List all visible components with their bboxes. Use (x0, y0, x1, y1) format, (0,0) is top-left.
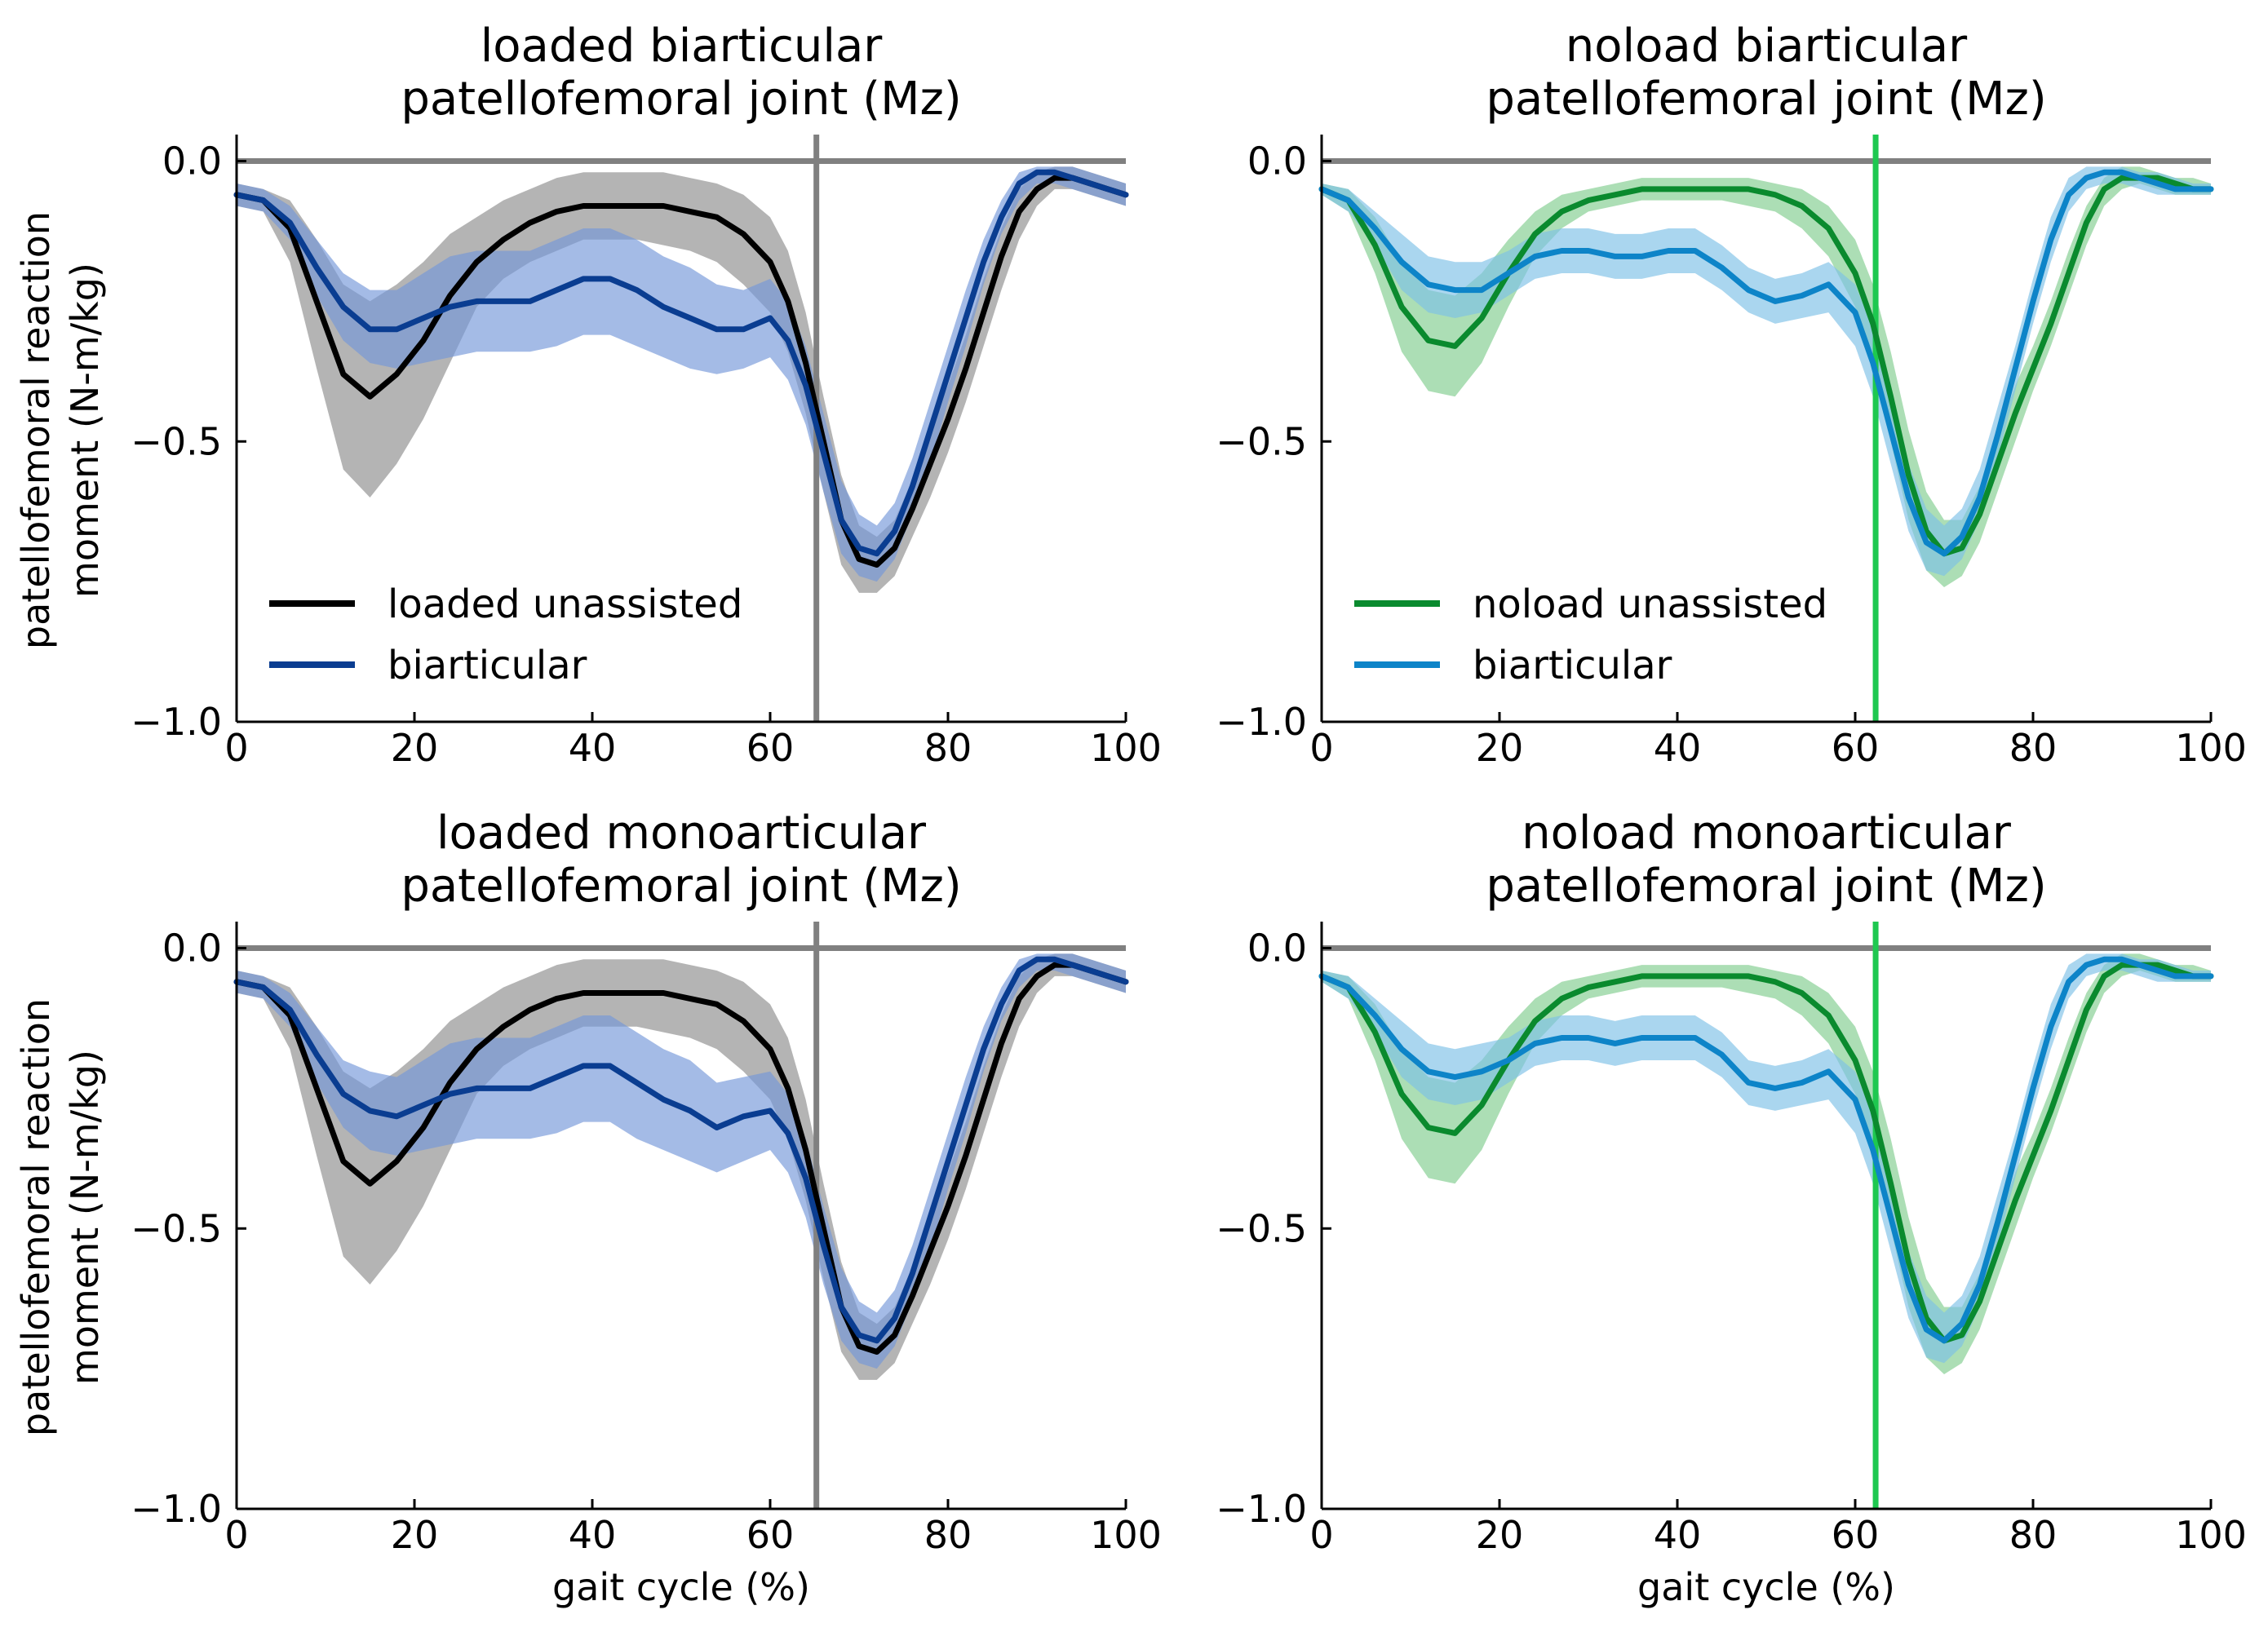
x-tick-label: 80 (924, 1513, 972, 1557)
series-line-1 (233, 962, 1129, 1355)
y-tick-label: −1.0 (1216, 700, 1307, 744)
x-tick-label: 80 (2009, 1513, 2058, 1557)
y-tick-label: −1.0 (131, 1487, 222, 1531)
x-tick-label: 20 (1476, 1513, 1524, 1557)
y-tick-label: 0.0 (1247, 927, 1307, 971)
y-axis-label-line-1: patellofemoral reaction (14, 211, 58, 649)
y-tick-label: −0.5 (1216, 419, 1307, 463)
x-tick-label: 60 (1832, 726, 1880, 770)
x-tick-label: 0 (1309, 726, 1333, 770)
x-tick-label: 40 (1654, 726, 1702, 770)
x-tick-label: 40 (569, 1513, 617, 1557)
x-tick-label: 60 (746, 726, 795, 770)
x-tick-label: 60 (1832, 1513, 1880, 1557)
x-tick-label: 60 (746, 1513, 795, 1557)
x-tick-label: 0 (1309, 1513, 1333, 1557)
legend-label-1: loaded unassisted (388, 582, 742, 627)
y-axis-label-line-2: moment (N-m/kg) (63, 1050, 107, 1385)
y-axis-label-line-2: moment (N-m/kg) (63, 263, 107, 598)
x-tick-label: 80 (924, 726, 972, 770)
x-tick-label: 20 (391, 1513, 439, 1557)
x-tick-label: 100 (2175, 726, 2247, 770)
x-tick-label: 20 (391, 726, 439, 770)
x-axis-label: gait cycle (%) (1637, 1565, 1895, 1609)
x-tick-label: 40 (569, 726, 617, 770)
legend-label-1: noload unassisted (1473, 582, 1827, 627)
chart-title-line-1: noload biarticular (1566, 20, 1968, 73)
legend: loaded unassisted biarticular (269, 582, 742, 688)
x-tick-label: 100 (2175, 1513, 2247, 1557)
y-tick-label: 0.0 (162, 927, 222, 971)
y-axis-label-line-1: patellofemoral reaction (14, 998, 58, 1436)
x-tick-label: 80 (2009, 726, 2058, 770)
series-line-1 (1318, 175, 2214, 557)
series-line-2 (1318, 956, 2214, 1344)
y-tick-label: 0.0 (162, 139, 222, 184)
series-band-2 (237, 166, 1126, 582)
series-band-2 (237, 953, 1126, 1369)
x-tick-label: 20 (1476, 726, 1524, 770)
x-tick-label: 100 (1090, 1513, 1162, 1557)
series-line-1 (233, 175, 1129, 568)
y-tick-label: −1.0 (131, 700, 222, 744)
series-band-1 (1322, 166, 2211, 587)
y-tick-label: −0.5 (131, 1206, 222, 1250)
chart-title-line-2: patellofemoral joint (Mz) (1486, 73, 2046, 126)
chart-title-line-1: loaded biarticular (481, 20, 884, 73)
chart-title-line-2: patellofemoral joint (Mz) (1486, 860, 2046, 913)
legend: noload unassisted biarticular (1354, 582, 1827, 688)
y-tick-label: −1.0 (1216, 1487, 1307, 1531)
chart-title-line-2: patellofemoral joint (Mz) (401, 73, 961, 126)
chart-title-line-1: noload monoarticular (1522, 807, 2012, 860)
series-line-2 (233, 169, 1129, 557)
series-line-2 (1318, 169, 2214, 557)
x-tick-label: 0 (224, 726, 248, 770)
x-tick-label: 0 (224, 1513, 248, 1557)
series-line-1 (1318, 962, 2214, 1344)
x-tick-label: 100 (1090, 726, 1162, 770)
x-axis-label: gait cycle (%) (552, 1565, 810, 1609)
y-tick-label: −0.5 (131, 419, 222, 463)
series-band-1 (1322, 953, 2211, 1374)
legend-label-2: biarticular (1473, 643, 1672, 688)
legend-label-2: biarticular (388, 643, 587, 688)
series-line-2 (233, 956, 1129, 1344)
y-tick-label: −0.5 (1216, 1206, 1307, 1250)
chart-title-line-1: loaded monoarticular (436, 807, 927, 860)
chart-title-line-2: patellofemoral joint (Mz) (401, 860, 961, 913)
y-tick-label: 0.0 (1247, 139, 1307, 184)
x-tick-label: 40 (1654, 1513, 1702, 1557)
